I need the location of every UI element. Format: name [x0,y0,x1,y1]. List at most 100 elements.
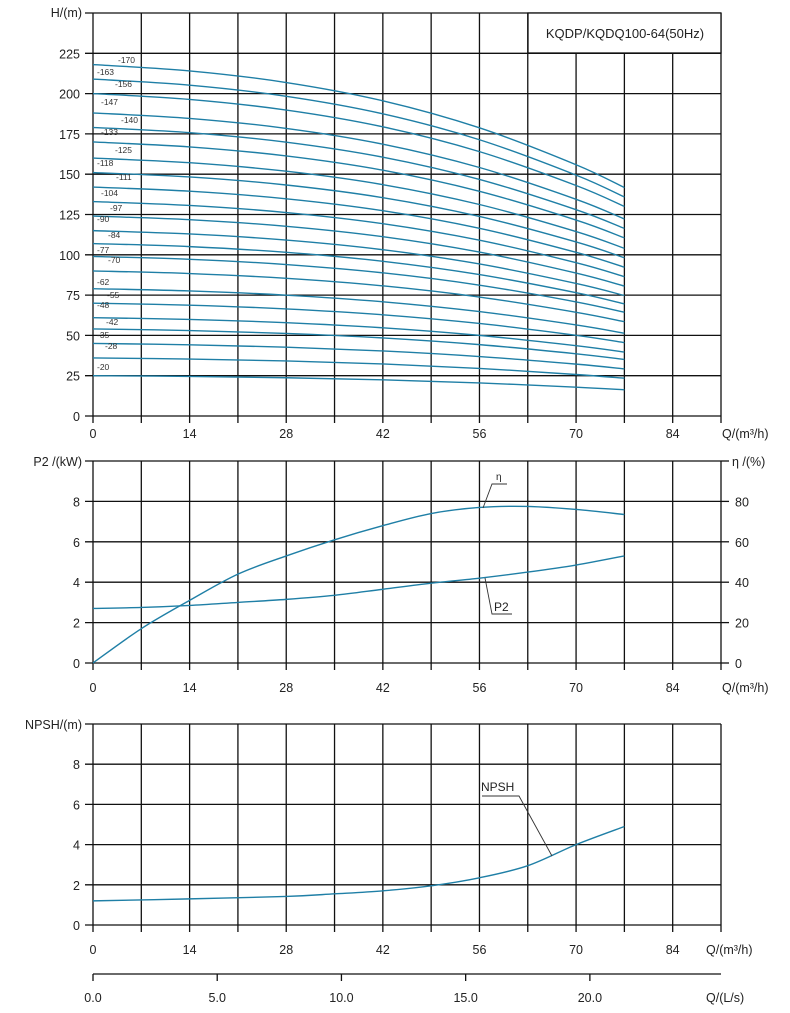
right-y-tick-label: 40 [735,576,749,590]
y-tick-label: 4 [73,839,80,853]
head-curve-35 [92,342,625,370]
power-y-axis-label: P2 /(kW) [33,455,82,469]
head-curve-20 [92,375,625,391]
npsh-leader-line [482,795,553,857]
head-curve-156 [92,92,625,208]
npsh-x2-axis-label: Q/(L/s) [706,991,744,1005]
y-tick-label: 0 [73,919,80,933]
eta-leader-line [482,483,507,509]
stage-label: -28 [105,341,118,351]
y-tick-label: 0 [73,410,80,424]
head-chart: KQDP/KQDQ100-64(50Hz) H/(m) Q/(m³/h) -17… [51,6,769,441]
stage-label: -133 [101,127,118,137]
stage-label: -140 [121,115,138,125]
npsh-curve-label: NPSH [481,780,514,794]
ls-tick-label: 0.0 [84,991,101,1005]
head-curve-111 [92,186,625,268]
x-tick-label: 70 [569,943,583,957]
npsh-chart: NPSH/(m) Q/(m³/h) Q/(L/s) 0 2 4 6 8 0 14 28 42 56… [25,718,752,1005]
efficiency-curve [92,505,625,664]
x-tick-label: 28 [279,943,293,957]
head-curve-77 [92,255,625,313]
stage-label: -48 [97,300,110,310]
power-curves [92,505,625,664]
head-curve-28 [92,357,625,379]
head-curve-118 [92,171,625,259]
stage-label: -156 [115,79,132,89]
power-chart-grid [85,460,729,670]
left-y-tick-label: 0 [73,657,80,671]
y-tick-label: 225 [59,47,80,61]
y-tick-label: 6 [73,798,80,812]
ls-tick-label: 15.0 [453,991,477,1005]
stage-label: -84 [108,230,121,240]
head-curve-48 [92,316,625,353]
p2-leader-line [484,577,512,615]
head-curve-90 [92,229,625,297]
y-tick-label: 200 [59,88,80,102]
left-y-tick-label: 2 [73,617,80,631]
x-tick-label: 84 [666,681,680,695]
head-curve-140 [92,126,625,230]
left-y-tick-label: 6 [73,536,80,550]
right-y-tick-label: 80 [735,495,749,509]
x-tick-label: 14 [183,427,197,441]
x-tick-label: 56 [473,943,487,957]
y-tick-label: 75 [66,289,80,303]
stage-label: -163 [97,67,114,77]
y-tick-label: 125 [59,209,80,223]
y-tick-label: 2 [73,879,80,893]
stage-label: -35 [97,330,110,340]
stage-label: -20 [97,362,110,372]
x-tick-label: 84 [666,943,680,957]
ls-tick-label: 20.0 [578,991,602,1005]
stage-label: -90 [97,214,110,224]
stage-label: -170 [118,55,135,65]
head-x-axis-label: Q/(m³/h) [722,427,769,441]
x-tick-label: 56 [473,427,487,441]
x-tick-label: 0 [90,681,97,695]
p2-curve [92,555,625,610]
npsh-ticks: 0 2 4 6 8 0 14 28 42 56 70 84 0.0 5.0 10.0 15.0 20.0 [73,758,721,1005]
head-y-axis-label: H/(m) [51,6,82,20]
y-tick-label: 8 [73,758,80,772]
head-curve-97 [92,215,625,287]
npsh-chart-grid [85,723,722,932]
head-curve-170 [92,63,625,189]
head-curve-62 [92,287,625,334]
stage-label: -104 [101,188,118,198]
x-tick-label: 84 [666,427,680,441]
x-tick-label: 42 [376,943,390,957]
x-tick-label: 0 [90,427,97,441]
head-curve-133 [92,141,625,239]
x-tick-label: 42 [376,427,390,441]
y-tick-label: 150 [59,168,80,182]
x-tick-label: 56 [473,681,487,695]
head-curve-104 [92,200,625,278]
y-tick-label: 50 [66,329,80,343]
ls-tick-label: 5.0 [209,991,226,1005]
x-tick-label: 0 [90,943,97,957]
stage-label: -55 [107,290,120,300]
efficiency-y-axis-label: η /(%) [732,455,765,469]
ls-tick-label: 10.0 [329,991,353,1005]
right-y-tick-label: 60 [735,536,749,550]
npsh-x-axis-label: Q/(m³/h) [706,943,753,957]
head-curve-125 [92,157,625,250]
head-curve-163 [92,78,625,198]
left-y-tick-label: 4 [73,576,80,590]
head-curve-42 [92,328,625,361]
stage-label: -147 [101,97,118,107]
head-curve-55 [92,302,625,344]
x-tick-label: 14 [183,943,197,957]
power-x-axis-label: Q/(m³/h) [722,681,769,695]
chart-title: KQDP/KQDQ100-64(50Hz) [546,26,704,41]
head-curve-70 [92,270,625,323]
x-tick-label: 28 [279,681,293,695]
left-y-tick-label: 8 [73,495,80,509]
right-y-tick-label: 0 [735,657,742,671]
power-efficiency-chart: P2 /(kW) η /(%) Q/(m³/h) 024680204060800… [33,455,768,695]
stage-label: -111 [116,172,132,182]
